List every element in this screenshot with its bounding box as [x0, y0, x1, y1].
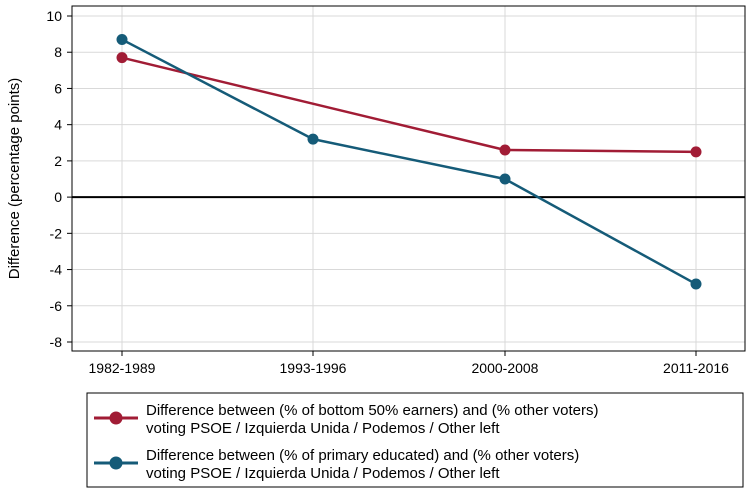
x-tick-label: 2011-2016: [663, 360, 729, 376]
y-axis-title: Difference (percentage points): [6, 78, 23, 280]
series-2-point: [499, 173, 511, 185]
x-tick-label: 1993-1996: [280, 360, 347, 376]
series-group: [116, 34, 702, 290]
series-1-point: [690, 146, 702, 158]
x-tick-label: 2000-2008: [472, 360, 539, 376]
legend-swatch-marker: [109, 456, 123, 470]
series-2-point: [690, 278, 702, 290]
legend-label: Difference between (% of bottom 50% earn…: [146, 402, 598, 419]
y-tick-label: 2: [54, 153, 62, 169]
series-2-point: [307, 133, 319, 145]
legend-label: Difference between (% of primary educate…: [146, 447, 579, 464]
legend: Difference between (% of bottom 50% earn…: [86, 392, 744, 488]
y-tick-label: -2: [50, 225, 63, 241]
series-2-point: [116, 34, 128, 46]
plot-frame: [71, 5, 746, 352]
y-tick-label: 10: [46, 8, 62, 24]
legend-label: voting PSOE / Izquierda Unida / Podemos …: [146, 420, 500, 437]
legend-box: [86, 392, 744, 488]
series-2-line: [121, 38, 697, 286]
series-1-point: [499, 144, 511, 156]
y-tick-label: 0: [54, 189, 62, 205]
x-axis: 1982-1989 1993-1996 2000-2008 2011-2016: [89, 351, 729, 376]
grid-lines: [72, 6, 745, 351]
x-tick-label: 1982-1989: [89, 360, 156, 376]
y-axis: -8 -6 -4 -2 0 2 4 6 8 10: [46, 8, 72, 350]
y-tick-label: -8: [50, 334, 63, 350]
y-tick-label: -4: [50, 262, 63, 278]
series-1-line: [121, 56, 697, 154]
y-tick-label: 6: [54, 80, 62, 96]
legend-swatch-marker: [109, 411, 123, 425]
y-tick-label: -6: [50, 298, 63, 314]
y-tick-label: 8: [54, 44, 62, 60]
y-tick-label: 4: [54, 117, 62, 133]
legend-label: voting PSOE / Izquierda Unida / Podemos …: [146, 465, 500, 482]
series-1-point: [116, 52, 128, 64]
